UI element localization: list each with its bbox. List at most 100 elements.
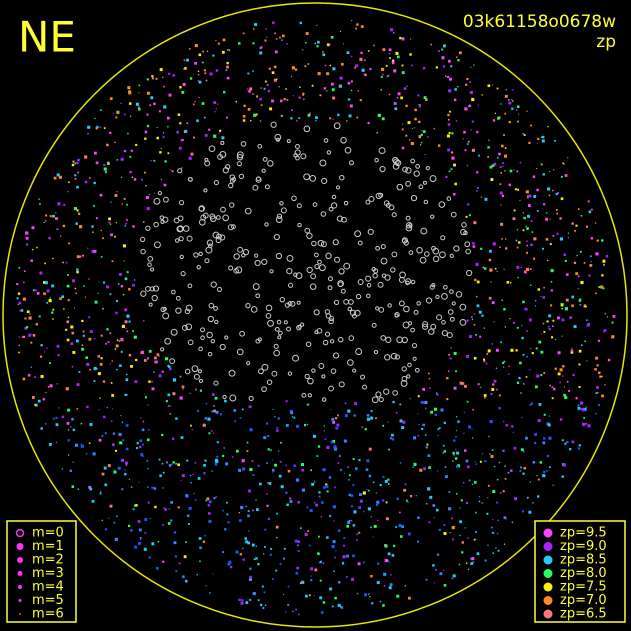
star [427, 487, 431, 491]
star [472, 245, 476, 248]
star [363, 73, 366, 76]
star [450, 151, 454, 154]
star [391, 59, 395, 63]
star [81, 319, 84, 323]
star [401, 64, 404, 67]
star [476, 190, 478, 192]
star [391, 212, 397, 218]
star [270, 121, 277, 128]
star [504, 326, 506, 328]
star [103, 127, 106, 129]
star [503, 360, 506, 363]
star [242, 248, 250, 256]
star [601, 375, 603, 378]
star [561, 475, 564, 478]
star [72, 461, 74, 463]
star [331, 194, 337, 200]
star [380, 335, 387, 341]
star [124, 393, 127, 397]
star [461, 222, 467, 228]
star [407, 121, 411, 125]
star [346, 524, 350, 528]
star [447, 309, 454, 315]
star [382, 475, 385, 478]
star [254, 253, 259, 258]
star [343, 298, 349, 305]
star [414, 108, 417, 112]
star [178, 200, 185, 206]
star [338, 381, 345, 388]
star [42, 398, 46, 401]
star [329, 117, 332, 120]
star [347, 81, 351, 85]
star [89, 487, 93, 491]
star [409, 53, 412, 56]
star [534, 433, 538, 436]
star [556, 212, 558, 215]
star [252, 509, 254, 512]
star [529, 481, 531, 483]
magnitude-symbol [17, 557, 23, 563]
star [108, 517, 110, 519]
star [143, 359, 147, 362]
star [491, 388, 495, 391]
star [528, 194, 532, 198]
star [512, 431, 515, 433]
star [435, 66, 438, 69]
star [464, 449, 467, 452]
star [93, 205, 95, 207]
star [125, 464, 127, 466]
star [115, 344, 119, 348]
star [536, 374, 540, 378]
star [310, 567, 314, 571]
star [548, 194, 551, 197]
star [343, 200, 349, 206]
star [109, 504, 113, 508]
star [375, 492, 378, 494]
star [260, 603, 263, 607]
star [416, 301, 421, 306]
star [499, 166, 502, 169]
star [22, 335, 26, 338]
star [317, 72, 321, 76]
star [124, 472, 127, 476]
star [146, 91, 150, 95]
star [314, 502, 316, 504]
star [245, 601, 249, 605]
star [153, 241, 161, 249]
star [173, 541, 177, 545]
star [100, 256, 103, 258]
star [428, 521, 431, 524]
star [222, 551, 225, 554]
star [502, 361, 504, 364]
star [427, 136, 429, 138]
star [338, 268, 345, 275]
star [156, 127, 158, 129]
star [201, 102, 205, 105]
star [476, 552, 480, 556]
star [301, 463, 305, 467]
star [145, 184, 147, 187]
star [274, 463, 277, 467]
star [267, 482, 269, 484]
star [459, 381, 463, 385]
star [286, 268, 293, 275]
star [559, 237, 563, 241]
star [219, 151, 227, 158]
star [123, 260, 125, 262]
star [493, 379, 497, 383]
star [124, 225, 127, 227]
star [550, 289, 553, 292]
star [271, 99, 274, 103]
star [88, 442, 91, 444]
star [590, 255, 592, 257]
star [418, 135, 422, 139]
star [582, 408, 586, 412]
star [202, 50, 204, 53]
star [272, 408, 274, 410]
star [82, 330, 85, 333]
star [371, 602, 374, 605]
star [467, 203, 470, 206]
star [604, 313, 607, 315]
star [542, 247, 544, 250]
